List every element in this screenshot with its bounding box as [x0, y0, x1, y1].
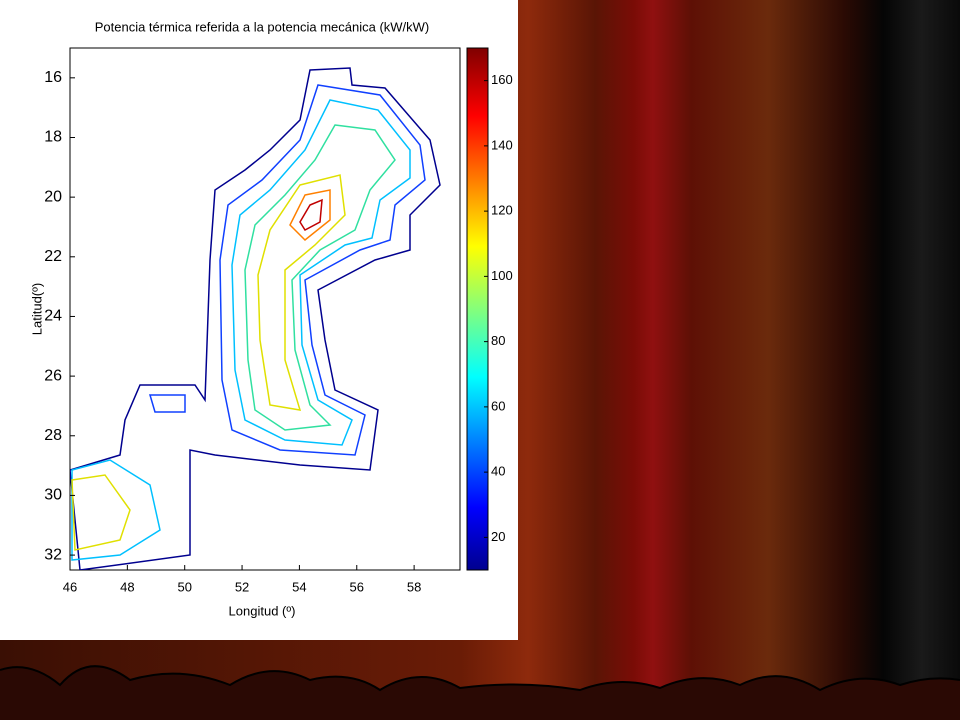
plot-frame: [69, 47, 461, 571]
x-tick-label: 54: [292, 579, 306, 594]
colorbar-tick-label: 60: [491, 398, 505, 413]
colorbar: [466, 47, 489, 571]
contour-line: [244, 124, 396, 431]
colorbar-tick-label: 80: [491, 333, 505, 348]
y-tick-label: 16: [44, 69, 62, 86]
y-tick-label: 20: [44, 188, 62, 205]
contour-line: [257, 174, 346, 411]
y-tick-label: 18: [44, 129, 62, 146]
curtain-fringe: [0, 666, 960, 720]
y-tick-label: 32: [44, 546, 62, 563]
y-axis-label: Latitud(º): [29, 283, 44, 335]
contour-line: [219, 84, 426, 456]
y-tick-label: 30: [44, 487, 62, 504]
contour-line: [71, 459, 161, 561]
contour-line: [299, 198, 323, 231]
figure-panel: Potencia térmica referida a la potencia …: [0, 0, 518, 640]
colorbar-tick-label: 100: [491, 268, 513, 283]
colorbar-tick-label: 120: [491, 203, 513, 218]
y-tick-label: 22: [44, 248, 62, 265]
colorbar-tick-label: 140: [491, 137, 513, 152]
y-tick-label: 26: [44, 367, 62, 384]
x-tick-label: 46: [63, 579, 77, 594]
contour-line: [70, 67, 441, 570]
curtain-edge: [0, 665, 960, 720]
y-tick-label: 28: [44, 427, 62, 444]
chart-title: Potencia térmica referida a la potencia …: [95, 19, 430, 34]
x-axis-label: Longitud (º): [229, 603, 296, 618]
colorbar-tick-label: 160: [491, 72, 513, 87]
colorbar-tick-label: 20: [491, 529, 505, 544]
contour-line: [231, 99, 411, 446]
y-tick-label: 24: [44, 308, 62, 325]
chart: Potencia térmica referida a la potencia …: [29, 19, 513, 618]
x-tick-label: 52: [235, 579, 249, 594]
contour-line: [148, 394, 186, 413]
contour-line: [289, 189, 331, 242]
x-tick-label: 50: [177, 579, 191, 594]
colorbar-tick-label: 40: [491, 464, 505, 479]
x-tick-label: 48: [120, 579, 134, 594]
curtain-line: [0, 665, 960, 692]
contour-line: [71, 474, 131, 551]
x-tick-label: 58: [407, 579, 421, 594]
x-tick-label: 56: [350, 579, 364, 594]
contours: [70, 67, 441, 570]
